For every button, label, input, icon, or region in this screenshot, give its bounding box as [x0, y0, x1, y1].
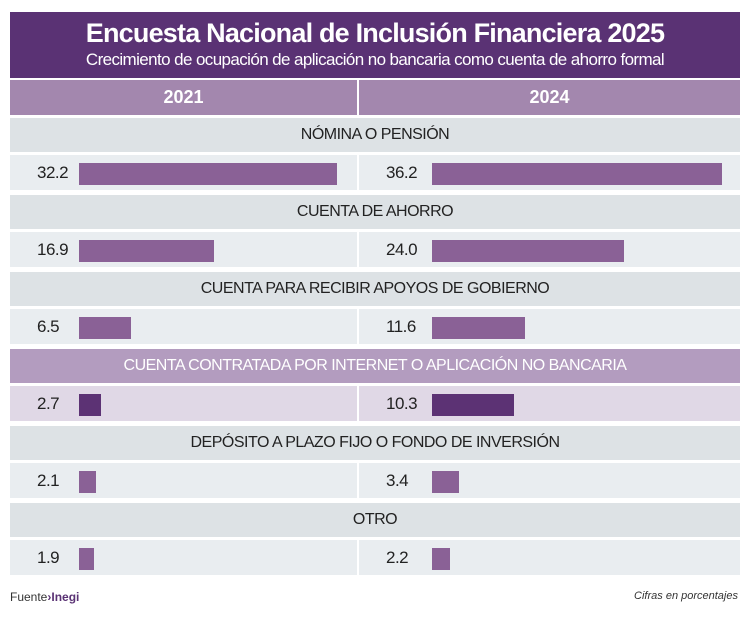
- source: Fuente›Inegi: [10, 590, 79, 604]
- value-row-2021: 16.9: [10, 232, 357, 267]
- column-header-2021: 2021: [10, 80, 357, 115]
- bar: [432, 394, 515, 416]
- category-label: CUENTA CONTRATADA POR INTERNET O APLICAC…: [10, 349, 740, 383]
- data-label: 36.2: [386, 163, 418, 182]
- data-label: 3.4: [386, 471, 409, 490]
- data-label: 10.3: [386, 394, 418, 413]
- chart-subtitle: Crecimiento de ocupación de aplicación n…: [85, 50, 665, 69]
- bar: [79, 163, 337, 185]
- bar: [432, 240, 624, 262]
- value-row-2021: 2.7: [10, 386, 357, 421]
- category-label: NÓMINA O PENSIÓN: [10, 118, 740, 152]
- value-row-2021: 1.9: [10, 540, 357, 575]
- chart-title: Encuesta Nacional de Inclusión Financier…: [85, 18, 665, 48]
- units-note: Cifras en porcentajes: [634, 590, 738, 602]
- value-row-2021: 32.2: [10, 155, 357, 190]
- data-label: 2.7: [37, 394, 60, 413]
- data-label: 11.6: [386, 317, 416, 336]
- value-row-2024: 3.4: [359, 463, 740, 498]
- data-label: 2.1: [37, 471, 60, 490]
- bar: [432, 471, 460, 493]
- value-row-2021: 6.5: [10, 309, 357, 344]
- value-row-2024: 36.2: [359, 155, 740, 190]
- source-label: Fuente: [10, 590, 48, 604]
- bar: [79, 471, 96, 493]
- data-label: 16.9: [37, 240, 69, 259]
- data-label: 32.2: [37, 163, 69, 182]
- data-label: 2.2: [386, 548, 409, 567]
- category-label: DEPÓSITO A PLAZO FIJO O FONDO DE INVERSI…: [10, 426, 740, 460]
- value-row-2024: 24.0: [359, 232, 740, 267]
- bar: [432, 317, 525, 339]
- value-row-2024: 2.2: [359, 540, 740, 575]
- source-name: ›Inegi: [47, 590, 80, 604]
- data-label: 6.5: [37, 317, 60, 336]
- bar: [79, 317, 131, 339]
- data-label: 1.9: [37, 548, 60, 567]
- bar: [79, 548, 95, 570]
- category-label: CUENTA DE AHORRO: [10, 195, 740, 229]
- value-row-2024: 11.6: [359, 309, 740, 344]
- data-label: 24.0: [386, 240, 418, 259]
- bar: [432, 163, 722, 185]
- bar: [79, 394, 101, 416]
- value-row-2024: 10.3: [359, 386, 740, 421]
- title-bar: Encuesta Nacional de Inclusión Financier…: [10, 12, 740, 78]
- category-label: CUENTA PARA RECIBIR APOYOS DE GOBIERNO: [10, 272, 740, 306]
- bar: [432, 548, 450, 570]
- category-label: OTRO: [10, 503, 740, 537]
- column-header-2024: 2024: [359, 80, 740, 115]
- bar: [79, 240, 215, 262]
- value-row-2021: 2.1: [10, 463, 357, 498]
